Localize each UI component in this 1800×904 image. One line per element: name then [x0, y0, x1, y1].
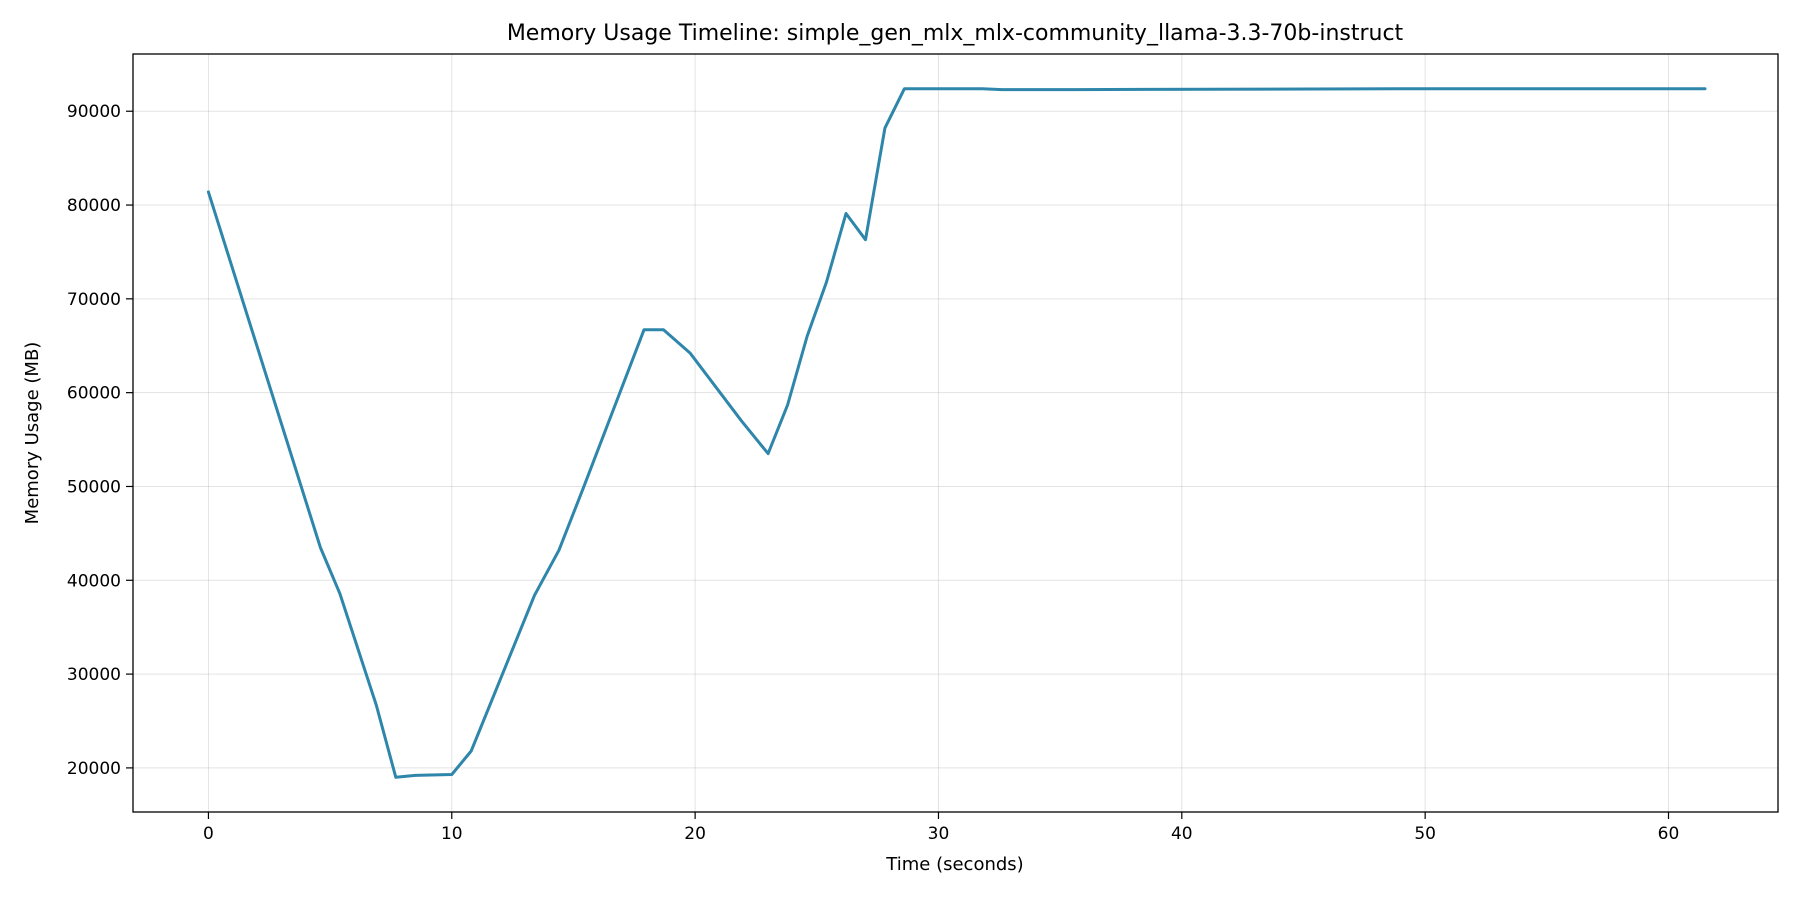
y-tick-label: 50000: [67, 477, 121, 497]
x-tick-label: 20: [684, 824, 706, 844]
x-axis-label: Time (seconds): [885, 854, 1023, 875]
grid-lines: [133, 54, 1778, 812]
y-tick-label: 40000: [67, 571, 121, 591]
x-tick-label: 30: [928, 824, 950, 844]
series-layer: [206, 87, 1707, 779]
axes: 0 10 20 30 40 50 60 20000 30000 40000 50000 60000 70…: [67, 102, 1679, 844]
x-tick-label: 40: [1171, 824, 1193, 844]
x-tick-label: 0: [203, 824, 214, 844]
chart-title: Memory Usage Timeline: simple_gen_mlx_ml…: [507, 21, 1404, 46]
y-tick-label: 30000: [67, 665, 121, 685]
y-tick-label: 70000: [67, 290, 121, 310]
x-tick-label: 60: [1658, 824, 1680, 844]
y-tick-label: 90000: [67, 102, 121, 122]
y-tick-label: 80000: [67, 196, 121, 216]
x-tick-label: 50: [1414, 824, 1436, 844]
y-axis-label: Memory Usage (MB): [22, 342, 43, 525]
plot-frame: [132, 53, 1779, 813]
memory-usage-line: [206, 87, 1707, 779]
y-tick-label: 60000: [67, 384, 121, 404]
x-tick-label: 10: [441, 824, 463, 844]
y-tick-label: 20000: [67, 759, 121, 779]
